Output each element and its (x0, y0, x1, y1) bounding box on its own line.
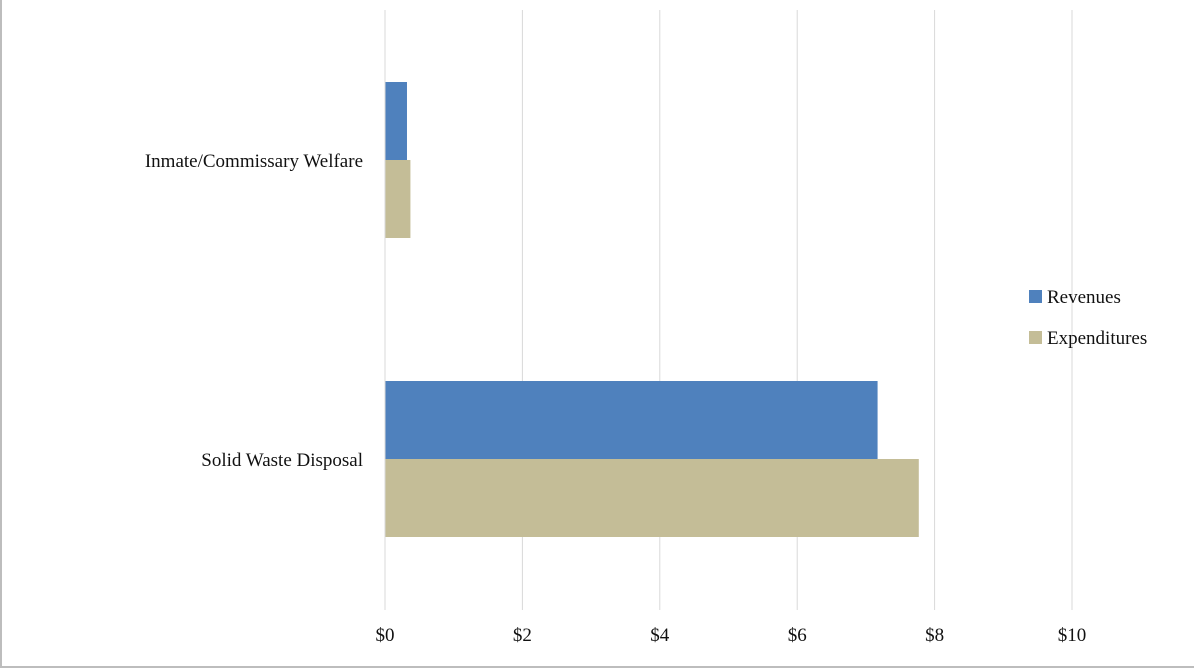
legend-swatch (1029, 290, 1042, 303)
legend: Revenues Expenditures (1029, 287, 1147, 349)
x-tick-label: $2 (513, 625, 532, 646)
bars (385, 82, 919, 537)
legend-swatch (1029, 331, 1042, 344)
x-tick-label: $10 (1058, 625, 1087, 646)
legend-label: Revenues (1047, 287, 1121, 308)
x-tick-label: $8 (925, 625, 944, 646)
x-tick-label: $4 (650, 625, 670, 646)
bar-revenues-1 (385, 381, 878, 459)
legend-label: Expenditures (1047, 328, 1147, 349)
bar-expenditures-0 (385, 160, 411, 238)
bar-expenditures-1 (385, 459, 919, 537)
category-labels: Inmate/Commissary Welfare Solid Waste Dis… (145, 151, 363, 471)
x-tick-label: $6 (788, 625, 807, 646)
category-label: Inmate/Commissary Welfare (145, 151, 363, 172)
category-label: Solid Waste Disposal (201, 450, 363, 471)
bar-revenues-0 (385, 82, 407, 160)
x-tick-labels: $0 $2 $4 $6 $8 $10 (376, 625, 1087, 646)
x-tick-label: $0 (376, 625, 395, 646)
